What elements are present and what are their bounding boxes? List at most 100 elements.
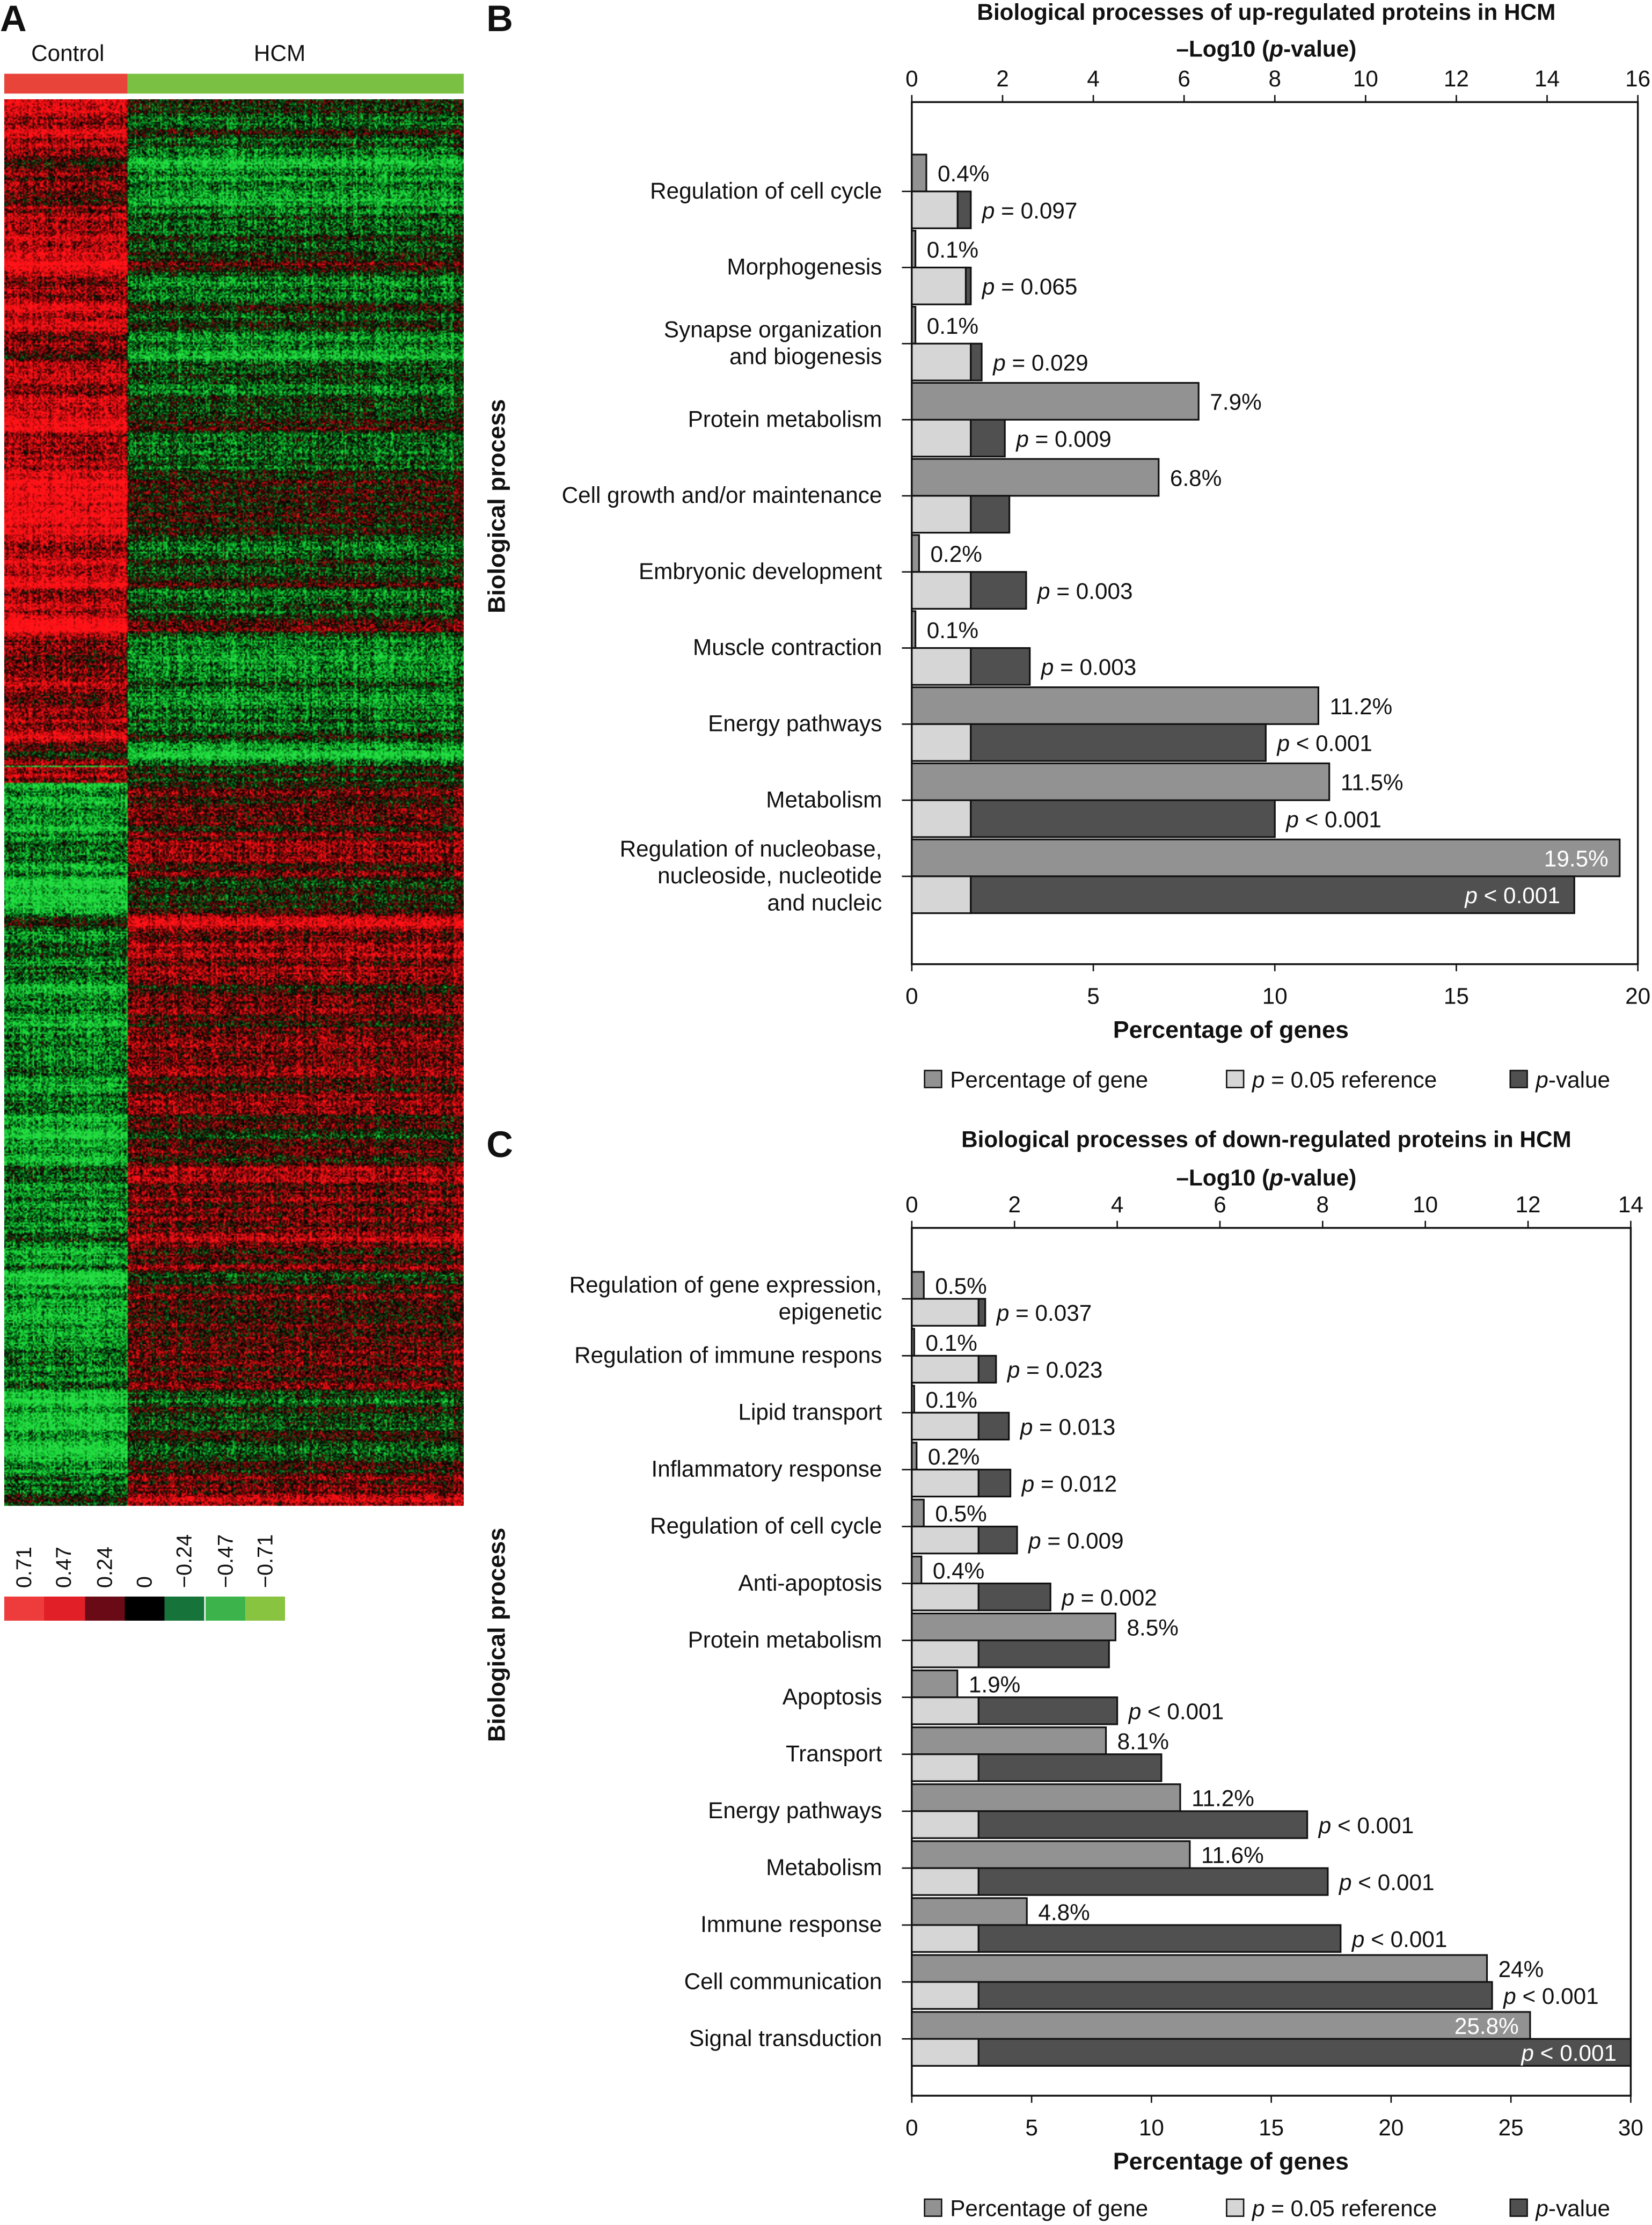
x-tick-label: 0: [905, 2115, 918, 2140]
bar-reference: [911, 1582, 979, 1612]
category-label: Regulation of gene expression,: [569, 1272, 882, 1297]
legend-label: p-value: [1534, 2196, 1610, 2221]
bar-percentage: [911, 686, 1319, 725]
category-label: Metabolism: [766, 787, 882, 812]
y-axis-label: Biological process: [483, 1528, 510, 1742]
group-bar-hcm: [127, 74, 464, 94]
p-value-label: p < 0.001: [1276, 730, 1372, 756]
bar-reference: [911, 1810, 979, 1839]
bar-p-value: [970, 419, 1006, 458]
bar-p-value: [977, 1867, 1329, 1896]
p-value-label: p = 0.037: [996, 1300, 1092, 1326]
x2-tick-label: 10: [1353, 66, 1378, 91]
x2-tick-label: 8: [1317, 1192, 1329, 1217]
percentage-label: 1.9%: [969, 1672, 1020, 1697]
group-label-control: Control: [31, 42, 105, 67]
percentage-label: 0.5%: [935, 1273, 986, 1299]
bar-p-value: [977, 1924, 1342, 1953]
x-tick-label: 25: [1499, 2115, 1524, 2140]
percentage-label: 0.2%: [931, 541, 982, 567]
p-value-label: p < 0.001: [1338, 1870, 1434, 1895]
x2-tick-label: 6: [1214, 1192, 1226, 1217]
category-label: Protein metabolism: [688, 406, 882, 431]
percentage-label: 25.8%: [1454, 2014, 1519, 2039]
bar-p-value: [970, 723, 1267, 762]
category-label: Metabolism: [766, 1855, 882, 1880]
category-label: Regulation of nucleobase,: [620, 836, 882, 861]
bar-reference: [911, 1981, 979, 2010]
expression-heatmap: [4, 99, 464, 1506]
legend-label: Percentage of gene: [950, 2196, 1148, 2221]
color-scale-swatch: [125, 1597, 165, 1621]
x2-axis-label: –Log10 (p-value): [1176, 36, 1356, 62]
x2-tick-label: 16: [1625, 66, 1650, 91]
legend-label: p-value: [1534, 1067, 1610, 1092]
x-tick-label: 20: [1625, 984, 1650, 1009]
x2-tick-label: 2: [996, 66, 1009, 91]
bar-p-value: [977, 1525, 1018, 1555]
chart-title: Biological processes of down-regulated p…: [961, 1126, 1571, 1152]
percentage-label: 0.5%: [935, 1501, 986, 1526]
bar-reference: [911, 495, 972, 534]
category-label: epigenetic: [779, 1299, 882, 1324]
bar-reference: [911, 1753, 979, 1782]
category-label: Immune response: [700, 1912, 882, 1937]
percentage-label: 0.1%: [927, 618, 978, 643]
x-tick-label: 15: [1444, 984, 1469, 1009]
bar-p-value: [977, 1355, 997, 1384]
category-label: Regulation of cell cycle: [650, 1513, 882, 1539]
bar-percentage: [911, 2011, 1531, 2040]
category-label: Anti-apoptosis: [739, 1570, 882, 1595]
bar-p-value: [977, 1696, 1119, 1725]
bar-percentage: [911, 1612, 1116, 1642]
legend-label: p = 0.05 reference: [1251, 2196, 1437, 2221]
bar-percentage: [911, 1328, 915, 1357]
p-value-label: p < 0.001: [1521, 2040, 1617, 2066]
p-value-label: p = 0.029: [992, 350, 1088, 375]
p-value-label: p = 0.065: [981, 274, 1077, 299]
percentage-label: 11.6%: [1201, 1843, 1264, 1868]
bar-reference: [911, 266, 967, 305]
category-label: Regulation of cell cycle: [650, 178, 882, 203]
percentage-label: 0.1%: [927, 237, 978, 262]
category-label: Inflammatory response: [651, 1457, 882, 1482]
color-scale-swatch: [4, 1597, 45, 1621]
x2-axis-label: –Log10 (p-value): [1176, 1165, 1356, 1190]
category-label: Cell communication: [684, 1968, 882, 1994]
p-value-label: p = 0.009: [1015, 426, 1111, 451]
chart-title: Biological processes of up-regulated pro…: [977, 0, 1555, 25]
category-label: Transport: [786, 1741, 882, 1766]
p-value-label: p = 0.002: [1061, 1585, 1157, 1611]
bar-reference: [911, 419, 972, 458]
x2-tick-label: 14: [1618, 1192, 1643, 1217]
bar-p-value: [977, 1468, 1012, 1498]
bar-reference: [911, 1640, 979, 1668]
percentage-label: 0.1%: [925, 1330, 977, 1356]
color-scale-swatch: [84, 1597, 125, 1621]
bar-p-value: [977, 1810, 1309, 1839]
bar-percentage: [911, 1954, 1488, 1983]
x-axis-label: Percentage of genes: [1113, 2147, 1349, 2175]
x-tick-label: 0: [905, 984, 918, 1009]
category-label: Synapse organization: [664, 317, 882, 342]
category-label: Regulation of immune respons: [574, 1342, 882, 1367]
x2-tick-label: 4: [1087, 66, 1100, 91]
bar-p-value: [977, 1582, 1051, 1612]
bar-percentage: [911, 382, 1200, 421]
y-axis-label: Biological process: [483, 399, 510, 613]
bar-reference: [911, 1867, 979, 1896]
p-value-label: p < 0.001: [1128, 1699, 1224, 1724]
category-label: Signal transduction: [689, 2025, 882, 2051]
bar-reference: [911, 647, 972, 686]
p-value-label: p < 0.001: [1285, 807, 1381, 832]
x-tick-label: 5: [1087, 984, 1100, 1009]
bar-p-value: [977, 1298, 986, 1327]
x2-tick-label: 0: [905, 1192, 918, 1217]
bar-p-value: [970, 571, 1027, 610]
legend-swatch: [924, 1070, 942, 1088]
x-axis-label: Percentage of genes: [1113, 1016, 1349, 1043]
bar-reference: [911, 1924, 979, 1953]
percentage-label: 0.4%: [933, 1558, 984, 1583]
